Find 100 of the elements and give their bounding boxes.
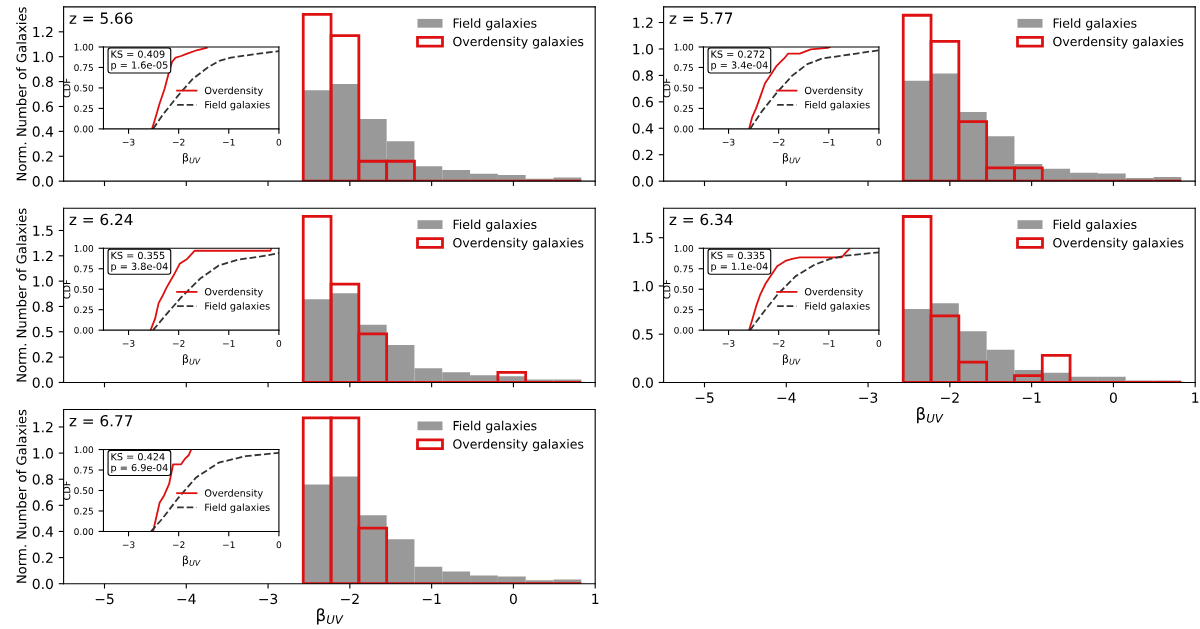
x-tick-label: 1 xyxy=(592,593,599,604)
y-tick-label: 1.00 xyxy=(74,43,94,51)
x-tick-label: −1 xyxy=(223,138,235,146)
x-tick-label: −1 xyxy=(422,593,441,604)
y-tick-label: 0.4 xyxy=(32,526,54,537)
y-axis-title: Norm. Number of Galaxies xyxy=(16,7,27,181)
y-tick-label: 1.2 xyxy=(33,26,53,38)
x-tick-label: −2 xyxy=(772,138,785,146)
y-tick-label: 1.2 xyxy=(633,17,653,28)
y-tick-label: 1.00 xyxy=(74,446,94,454)
y-tick-label: 0.00 xyxy=(674,125,694,133)
x-axis-title: β$_{UV}$ xyxy=(782,354,801,365)
y-tick-label: 1.00 xyxy=(674,43,694,51)
x-tick-label: −3 xyxy=(122,138,135,146)
y-tick-label: 1.00 xyxy=(74,245,94,252)
y-tick-label: 1.0 xyxy=(33,51,53,63)
annotation: z = 5.77 xyxy=(669,12,733,24)
x-axis-title: β$_{UV}$ xyxy=(317,608,344,625)
y-tick-label: 0.2 xyxy=(32,151,53,162)
legend-label: Overdensity galaxies xyxy=(1053,36,1184,49)
y-tick-label: 0.75 xyxy=(74,64,93,72)
y-tick-label: 0.8 xyxy=(32,474,53,485)
x-tick-label: −5 xyxy=(95,593,114,605)
legend-label: Overdensity xyxy=(204,489,263,499)
legend-label: Overdensity xyxy=(804,86,863,97)
legend-label: Overdensity galaxies xyxy=(453,237,584,250)
y-tick-label: 0.5 xyxy=(632,329,653,340)
y-tick-label: 0.75 xyxy=(74,265,93,273)
x-axis-title: β$_{UV}$ xyxy=(182,152,201,164)
legend-label: Field galaxies xyxy=(453,219,537,232)
annotation: z = 6.24 xyxy=(69,213,133,226)
y-axis-title: Norm. Number of Galaxies xyxy=(16,208,27,382)
y-axis-title: CDF xyxy=(63,279,71,299)
y-tick-label: 0.50 xyxy=(74,285,94,293)
y-axis-title: CDF xyxy=(63,481,71,500)
legend-label: Field galaxies xyxy=(805,100,870,111)
y-tick-label: 0.6 xyxy=(632,96,653,108)
y-tick-label: 0.2 xyxy=(32,552,53,564)
y-tick-label: 1.0 xyxy=(633,43,653,55)
legend-label: Field galaxies xyxy=(1053,18,1137,31)
y-tick-label: 0.0 xyxy=(32,377,53,388)
annotation: KS = 0.409 p = 1.6e-05 xyxy=(111,50,168,71)
y-tick-label: 1.5 xyxy=(33,225,53,236)
x-axis-title: β$_{UV}$ xyxy=(182,354,201,365)
y-tick-label: 0.25 xyxy=(674,306,693,314)
y-tick-label: 0.00 xyxy=(74,528,94,535)
x-tick-label: −1 xyxy=(823,138,835,146)
y-tick-label: 0.25 xyxy=(674,105,693,112)
x-tick-label: −3 xyxy=(122,340,135,347)
legend-label: Field galaxies xyxy=(205,100,270,111)
x-tick-label: 0 xyxy=(276,138,282,146)
y-tick-label: 0.2 xyxy=(32,352,53,363)
legend-label: Field galaxies xyxy=(453,18,537,31)
x-tick-label: −1 xyxy=(223,541,235,549)
y-tick-label: 0.25 xyxy=(74,507,93,515)
y-axis-title: CDF xyxy=(663,279,671,299)
y-tick-label: 0.25 xyxy=(74,306,93,314)
y-tick-label: 0.6 xyxy=(32,101,53,112)
x-tick-label: −4 xyxy=(177,593,196,604)
x-tick-label: −1 xyxy=(223,340,235,347)
x-tick-label: 0 xyxy=(276,340,282,347)
annotation: z = 6.77 xyxy=(69,414,133,427)
y-tick-label: 0.00 xyxy=(74,326,94,334)
y-tick-label: 0.00 xyxy=(74,125,94,133)
y-tick-label: 1.0 xyxy=(633,280,653,292)
x-tick-label: −3 xyxy=(259,593,278,605)
legend-label: Overdensity xyxy=(204,86,263,97)
legend-label: Overdensity galaxies xyxy=(1053,237,1184,250)
y-axis-title: Norm. Number of Galaxies xyxy=(16,409,27,583)
y-tick-label: 0.50 xyxy=(674,285,694,293)
annotation: KS = 0.424 p = 6.9e-04 xyxy=(111,453,168,474)
y-axis-title: CDF xyxy=(663,78,671,98)
y-tick-label: 0.00 xyxy=(674,326,694,334)
legend-label: Field galaxies xyxy=(205,503,270,513)
y-tick-label: 1.00 xyxy=(674,245,694,252)
x-tick-label: −2 xyxy=(772,340,785,347)
x-tick-label: −1 xyxy=(823,340,835,347)
legend-label: Field galaxies xyxy=(453,420,537,433)
legend-label: Overdensity xyxy=(204,287,263,298)
y-tick-label: 0.4 xyxy=(632,123,654,134)
y-tick-label: 1.5 xyxy=(633,232,653,244)
x-tick-label: −2 xyxy=(941,392,959,403)
x-tick-label: −3 xyxy=(122,541,135,549)
x-tick-label: −2 xyxy=(172,541,185,549)
y-tick-label: 0.4 xyxy=(32,126,54,137)
y-tick-label: 0.8 xyxy=(32,301,53,312)
x-axis-title: β$_{UV}$ xyxy=(782,152,801,164)
x-tick-label: −2 xyxy=(172,340,185,347)
x-tick-label: 0 xyxy=(876,340,882,347)
x-tick-label: −2 xyxy=(341,593,359,604)
x-tick-label: −3 xyxy=(722,340,735,347)
y-tick-label: 0.50 xyxy=(74,487,94,495)
y-tick-label: 0.0 xyxy=(632,176,653,187)
legend-label: Field galaxies xyxy=(205,302,270,312)
x-axis-title: β$_{UV}$ xyxy=(182,555,201,567)
y-tick-label: 0.0 xyxy=(32,578,53,590)
y-tick-label: 0.50 xyxy=(74,84,94,92)
legend-label: Overdensity galaxies xyxy=(453,36,584,49)
y-tick-label: 0.0 xyxy=(32,176,53,187)
y-tick-label: 1.0 xyxy=(33,448,53,459)
